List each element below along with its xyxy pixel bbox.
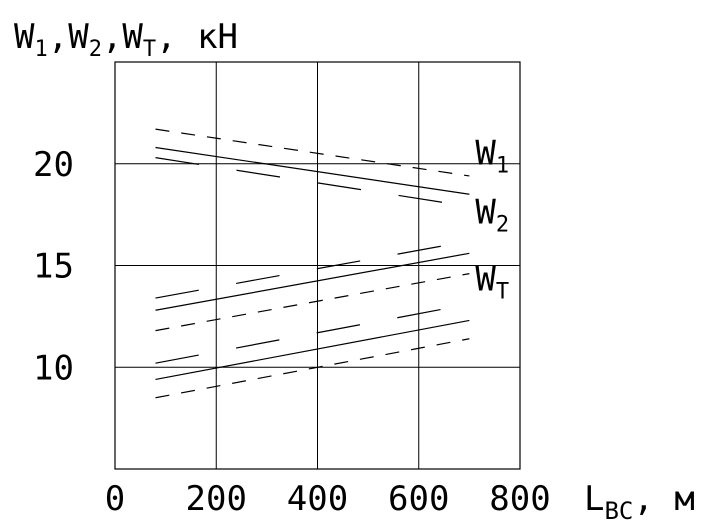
x-tick-label-200: 200 (186, 479, 247, 519)
series-label-WT: WT (475, 259, 509, 304)
series-line-W1-upper (155, 128, 470, 177)
x-tick-label-0: 0 (105, 479, 125, 519)
x-label-unit: , м (633, 479, 694, 519)
series-line-WT-upper (155, 303, 470, 364)
series-line-WT-lower (155, 338, 470, 399)
x-axis-label: LВС, м (584, 479, 695, 525)
chart-grid (114, 61, 521, 470)
series-label-W1: W1 (475, 133, 509, 178)
y-label-sub-2: 2 (89, 37, 102, 62)
y-label-sub-1: 1 (34, 37, 47, 62)
y-label-unit: , кН (156, 17, 238, 57)
x-tick-label-800: 800 (489, 479, 550, 519)
series-label-sub-WT: T (496, 279, 509, 304)
x-tick-label-600: 600 (388, 479, 449, 519)
series-line-W2-upper (155, 240, 470, 299)
series-label-sub-W2: 2 (496, 212, 509, 237)
series-label-main-W2: W (475, 192, 496, 232)
chart-tick-labels: 0 200 400 600 800 10 15 20 (33, 145, 551, 519)
series-line-W2-lower (155, 273, 470, 332)
series-label-sub-W1: 1 (496, 153, 509, 178)
y-tick-label-20: 20 (33, 145, 74, 185)
series-label-W2: W2 (475, 192, 509, 237)
series-line-W2 (155, 252, 470, 311)
series-line-WT (155, 319, 470, 381)
y-label-sep-1: ,W (48, 17, 89, 57)
y-label-sep-2: ,W (102, 17, 143, 57)
x-label-main: L (584, 479, 604, 519)
y-label-w1: W (14, 17, 35, 57)
series-line-W1 (155, 146, 470, 195)
y-axis-label: W1,W2,WT, кН (14, 17, 238, 62)
y-tick-label-15: 15 (33, 247, 74, 287)
y-label-sub-t: T (143, 37, 156, 62)
y-tick-label-10: 10 (33, 348, 74, 388)
series-label-main-W1: W (475, 133, 496, 173)
series-label-main-WT: W (475, 259, 496, 299)
x-tick-label-400: 400 (287, 479, 348, 519)
series-line-W1-lower (155, 157, 470, 208)
x-label-sub: ВС (604, 497, 633, 525)
